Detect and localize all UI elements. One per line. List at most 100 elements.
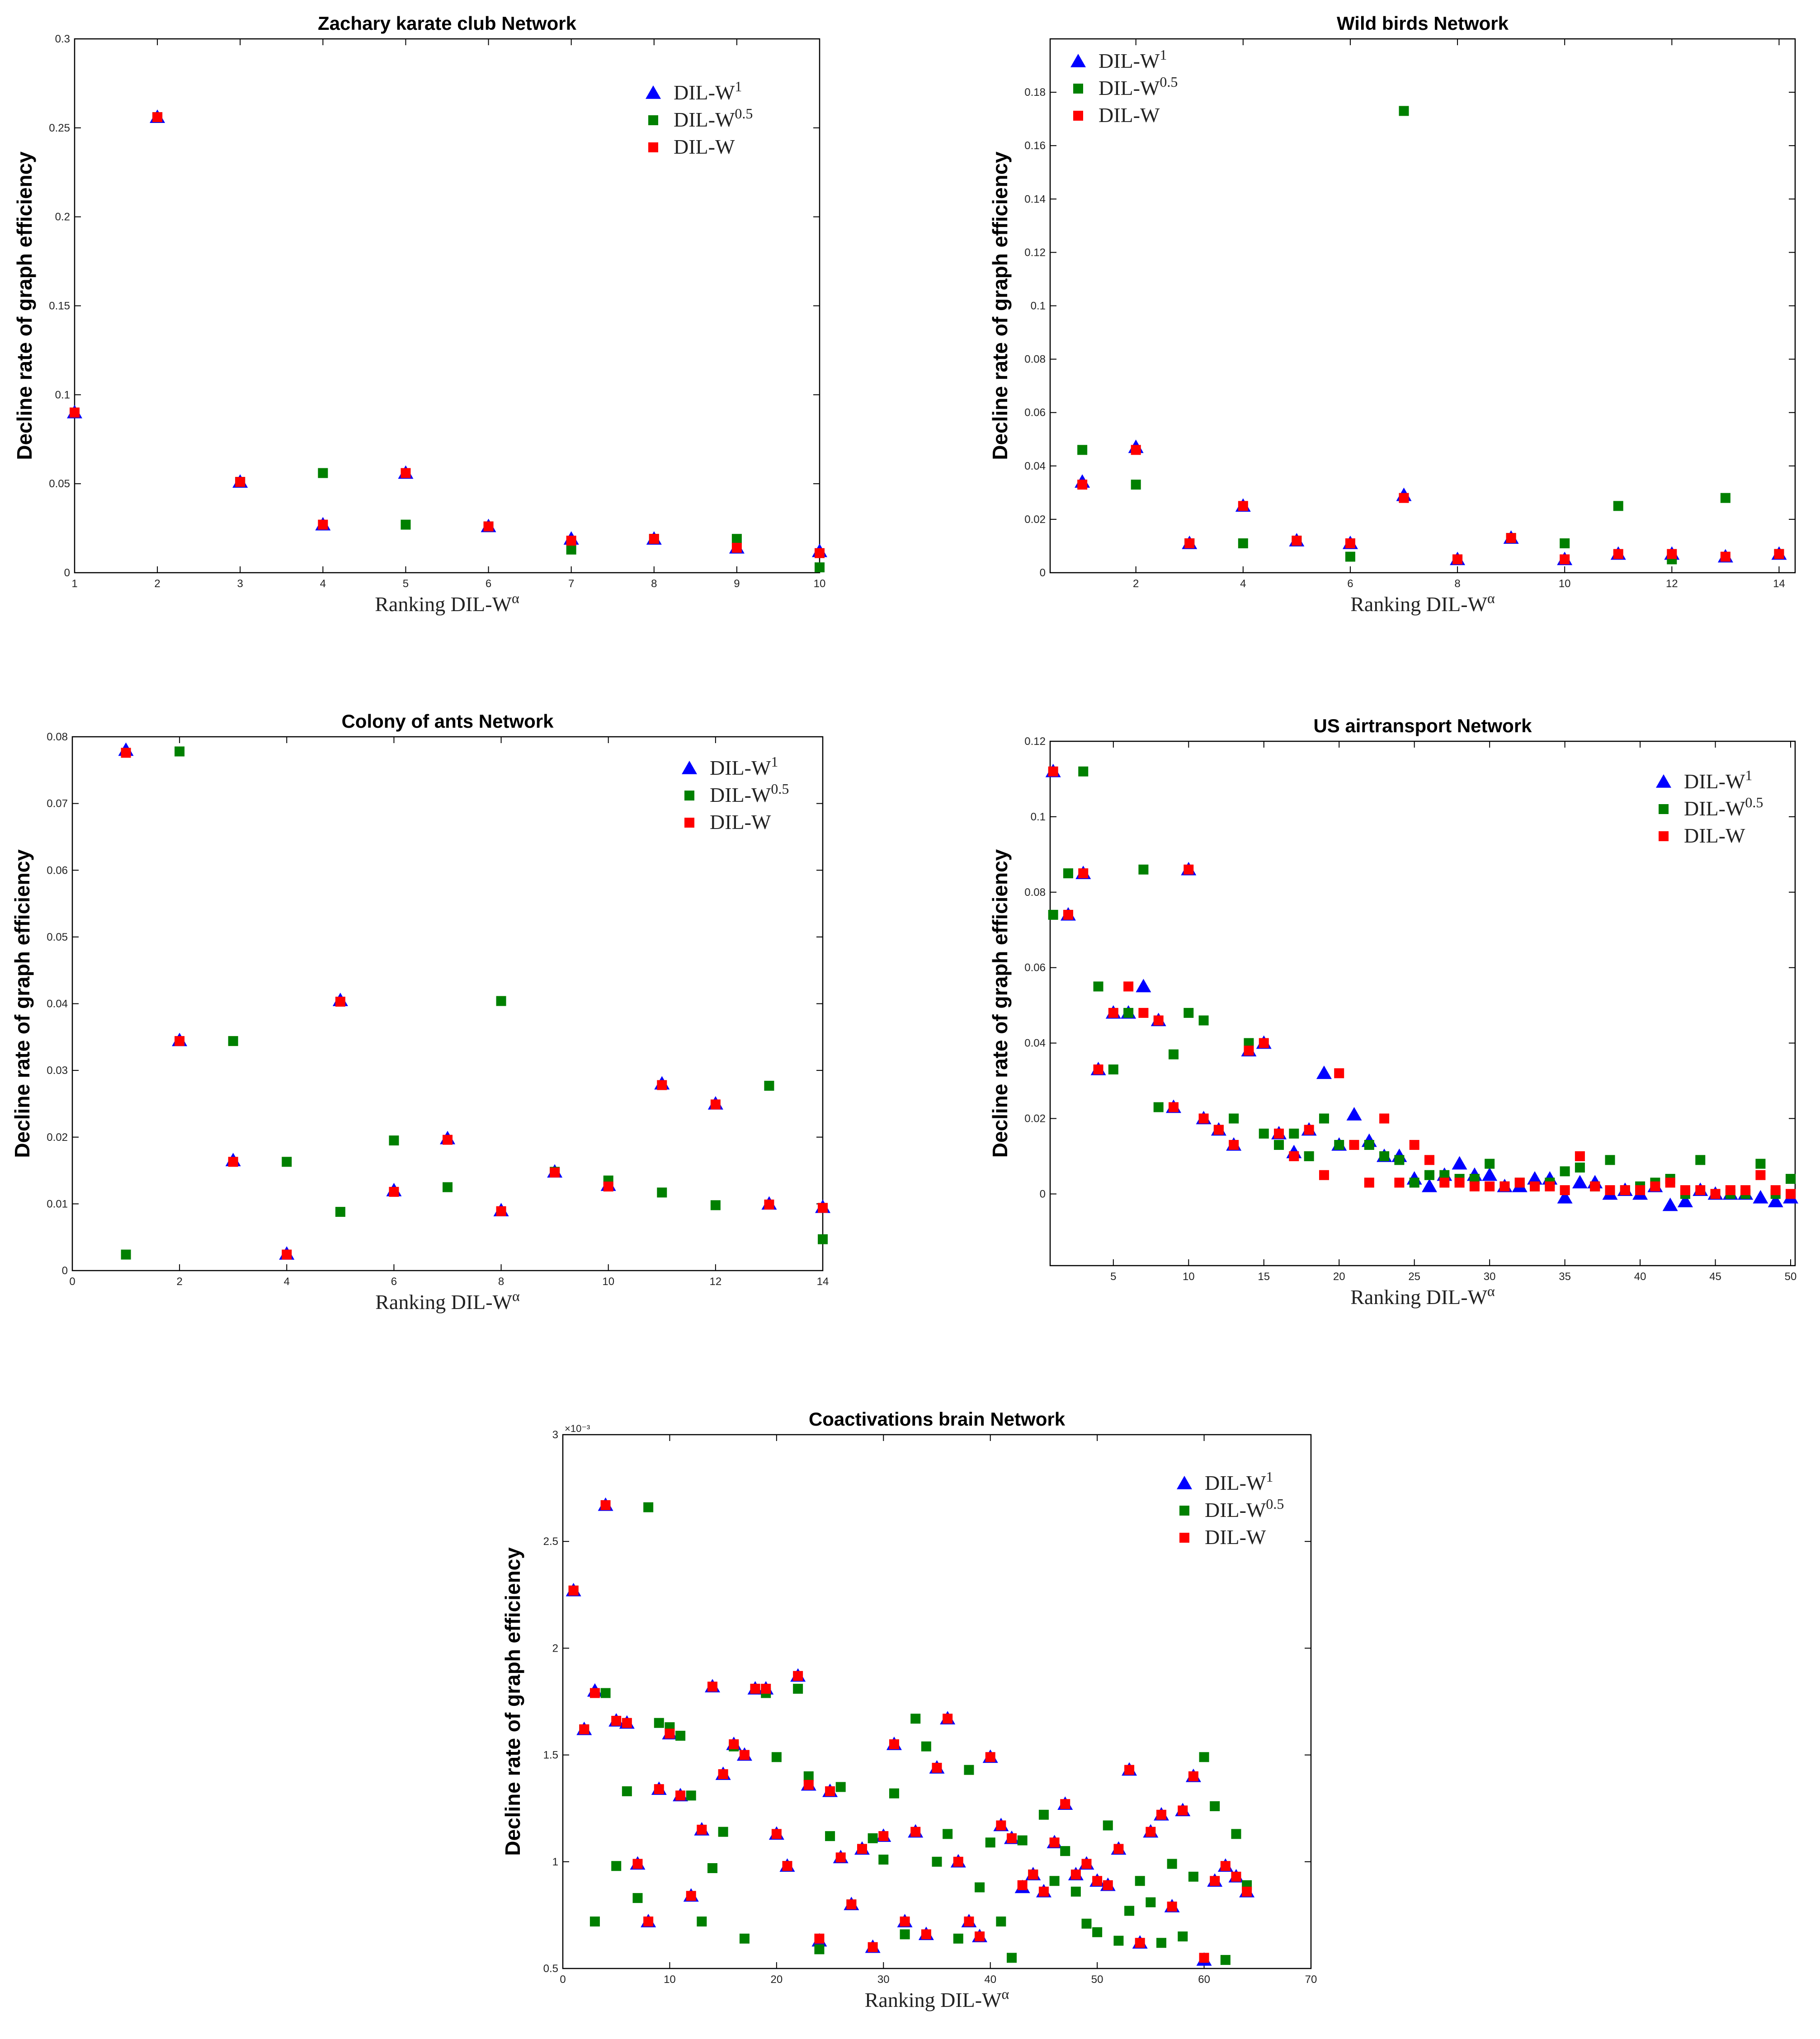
zachary-y-tick-label: 0.05 [49,478,70,490]
wild-birds-legend-marker-triangle [1070,54,1086,67]
panel-colony-of-ants: Colony of ants Network Decline rate of gr… [10,711,830,1314]
us-air-point-dil-w [1605,1185,1615,1196]
brain-point-dil-w05 [825,1831,835,1841]
us-air-point-dil-w05 [1274,1140,1284,1150]
wild-birds-point-dil-w05 [1399,106,1409,116]
zachary-x-tick-label: 2 [154,578,160,590]
us-air-point-dil-w [1710,1189,1721,1199]
brain-y-axis-label: Decline rate of graph efficiency [501,1547,524,1856]
wild-birds-point-dil-w [1184,538,1195,549]
brain-point-dil-w05 [921,1741,931,1752]
brain-point-dil-w [1113,1844,1124,1854]
ants-y-tick-label: 0.07 [47,798,68,810]
wild-birds-point-dil-w [1613,549,1623,559]
us-air-point-dil-w [1499,1181,1510,1191]
us-air-point-dil-w [1349,1140,1359,1150]
wild-birds-x-tick-label: 12 [1666,578,1678,590]
wild-birds-point-dil-w [1238,501,1248,511]
brain-y-tick-label: 2.5 [543,1535,558,1548]
brain-point-dil-w05 [793,1684,803,1694]
ants-point-dil-w [443,1135,453,1145]
ants-point-dil-w [657,1080,667,1090]
brain-point-dil-w [825,1786,835,1796]
brain-point-dil-w05 [1070,1886,1081,1897]
brain-point-dil-w [739,1750,750,1760]
ants-x-tick-label: 4 [284,1276,290,1288]
ants-point-dil-w [603,1181,613,1191]
brain-point-dil-w05 [1060,1846,1070,1856]
wild-birds-x-tick-label: 4 [1240,578,1246,590]
ants-x-tick-label: 2 [176,1276,182,1288]
zachary-y-tick-label: 0.1 [55,389,70,401]
us-air-legend-marker-square [1659,804,1669,814]
brain-point-dil-w05 [1049,1876,1060,1886]
us-air-point-dil-w05 [1048,909,1058,920]
wild-birds-plot-frame [1049,38,1796,574]
panel-coactivations-brain: Coactivations brain Network Decline rate … [501,1408,1317,2011]
us-air-point-dil-w [1213,1125,1224,1135]
brain-point-dil-w [943,1714,953,1724]
brain-point-dil-w05 [964,1765,974,1775]
us-air-legend-label: DIL-W1 [1684,767,1752,793]
us-air-point-dil-w [1786,1189,1796,1199]
brain-x-tick-label: 70 [1305,1973,1317,1986]
ants-legend-label: DIL-W1 [710,753,778,779]
brain-point-dil-w [579,1724,589,1734]
us-air-point-dil-w05 [1063,868,1073,879]
ants-point-dil-w [496,1206,506,1216]
us-air-y-tick-label: 0 [1040,1188,1046,1200]
zachary-point-dil-w [815,548,825,558]
zachary-legend-label: DIL-W1 [674,78,742,104]
brain-point-dil-w [1092,1876,1103,1886]
zachary-legend-marker-triangle [646,85,661,99]
ants-y-tick-label: 0.01 [47,1198,68,1210]
us-air-y-axis-label: Decline rate of graph efficiency [988,849,1012,1158]
us-air-legend-label: DIL-W0.5 [1684,794,1763,820]
us-air-point-dil-w [1469,1181,1480,1191]
brain-y-tick-label: 3 [552,1429,558,1441]
ants-legend-marker-square [684,818,694,828]
brain-point-dil-w [846,1899,857,1910]
zachary-y-tick-label: 0.2 [55,211,70,223]
ants-point-dil-w05 [282,1157,292,1167]
wild-birds-point-dil-w05 [1613,501,1623,511]
brain-point-dil-w [1070,1869,1081,1880]
ants-y-tick-label: 0.08 [47,731,68,743]
zachary-point-dil-w05 [815,562,825,573]
brain-point-dil-w05 [1156,1938,1166,1948]
brain-point-dil-w [1178,1805,1188,1816]
zachary-x-tick-label: 8 [651,578,657,590]
brain-point-dil-w [793,1671,803,1681]
wild-birds-point-dil-w [1077,480,1088,490]
brain-point-dil-w [1049,1837,1060,1848]
brain-point-dil-w05 [1231,1829,1241,1839]
ants-legend-marker-triangle [682,761,697,774]
ants-legend-label: DIL-W0.5 [710,781,789,806]
zachary-y-tick-label: 0.3 [55,33,70,45]
brain-x-tick-label: 40 [984,1973,996,1986]
brain-point-dil-w05 [675,1731,686,1741]
us-air-legend-marker-triangle [1656,774,1671,788]
us-air-point-dil-w [1635,1185,1646,1196]
us-air-legend-label: DIL-W [1684,824,1745,847]
us-air-point-dil-w [1048,766,1058,777]
ants-point-dil-w05 [335,1207,345,1217]
brain-point-dil-w05 [632,1893,643,1903]
ants-point-dil-w05 [121,1249,131,1260]
us-air-point-dil-w [1334,1068,1344,1078]
zachary-x-tick-label: 10 [814,578,826,590]
zachary-x-tick-label: 3 [237,578,243,590]
us-air-point-dil-w [1665,1177,1675,1188]
zachary-point-dil-w [70,407,80,418]
brain-legend-marker-triangle [1177,1476,1192,1489]
brain-legend-label: DIL-W0.5 [1205,1496,1284,1521]
wild-birds-y-tick-label: 0.1 [1031,300,1046,312]
us-air-point-dil-w1 [1753,1190,1768,1204]
brain-point-dil-w05 [996,1917,1006,1927]
us-air-point-dil-w1 [1452,1156,1467,1170]
brain-point-dil-w [782,1861,792,1871]
wild-birds-y-axis-label: Decline rate of graph efficiency [988,151,1012,460]
brain-point-dil-w [1167,1902,1177,1912]
brain-point-dil-w [910,1827,921,1837]
brain-point-dil-w [975,1931,985,1942]
